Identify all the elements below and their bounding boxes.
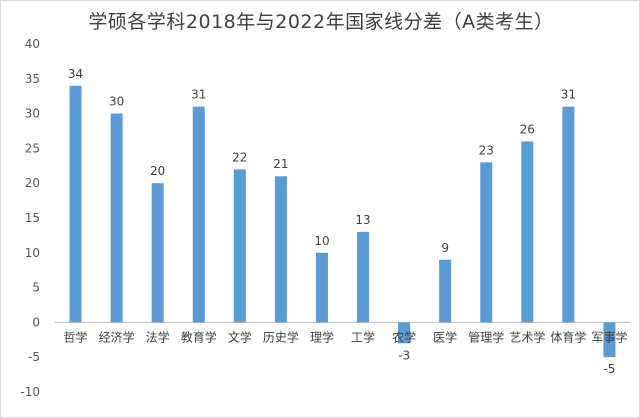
bar <box>603 322 616 358</box>
data-label: 31 <box>191 88 206 102</box>
bar <box>315 252 328 323</box>
data-label: 23 <box>479 143 494 157</box>
category-label: 工学 <box>351 329 375 344</box>
category-label: 文学 <box>228 329 252 344</box>
category-label: 法学 <box>146 329 170 344</box>
y-tick-label: -5 <box>28 350 40 364</box>
bar <box>69 85 82 323</box>
category-label: 农学 <box>392 329 416 344</box>
category-label: 医学 <box>433 329 457 344</box>
data-label: 22 <box>232 150 247 164</box>
y-tick-label: 40 <box>25 37 40 51</box>
data-label: 13 <box>355 213 370 227</box>
bar <box>192 106 205 323</box>
category-label: 哲学 <box>64 329 88 344</box>
bar <box>439 259 452 323</box>
bar <box>480 162 493 323</box>
y-tick-label: 5 <box>32 281 40 295</box>
bar <box>151 183 164 323</box>
category-label: 艺术学 <box>509 329 545 344</box>
y-tick-label: 15 <box>25 211 40 225</box>
data-label: 30 <box>109 95 124 109</box>
y-tick-label: -10 <box>20 385 40 399</box>
bar <box>357 231 370 323</box>
data-label: 9 <box>441 241 449 255</box>
y-tick-label: 30 <box>25 107 40 121</box>
data-label: 34 <box>68 67 83 81</box>
chart-title: 学硕各学科2018年与2022年国家线分差（A类考生） <box>88 11 554 33</box>
bar <box>110 113 123 323</box>
y-tick-label: 10 <box>25 246 40 260</box>
bar <box>233 169 246 323</box>
data-label: -3 <box>398 348 410 362</box>
category-label: 体育学 <box>550 329 586 344</box>
y-tick-label: 20 <box>25 176 40 190</box>
data-label: -5 <box>603 362 615 376</box>
y-tick-label: 0 <box>32 315 40 329</box>
data-label: 31 <box>561 88 576 102</box>
bar <box>274 176 287 323</box>
bar <box>398 322 411 344</box>
category-label: 教育学 <box>181 329 217 344</box>
y-tick-label: 25 <box>25 141 40 155</box>
bar <box>562 106 575 323</box>
data-label: 21 <box>273 157 288 171</box>
category-label: 军事学 <box>591 329 627 344</box>
category-label: 管理学 <box>468 329 504 344</box>
y-tick-label: 35 <box>25 72 40 86</box>
category-label: 历史学 <box>263 329 299 344</box>
category-label: 理学 <box>310 329 334 344</box>
data-label: 10 <box>314 234 329 248</box>
category-label: 经济学 <box>99 329 135 344</box>
data-label: 20 <box>150 164 165 178</box>
bar <box>521 141 534 323</box>
data-label: 26 <box>520 122 535 136</box>
